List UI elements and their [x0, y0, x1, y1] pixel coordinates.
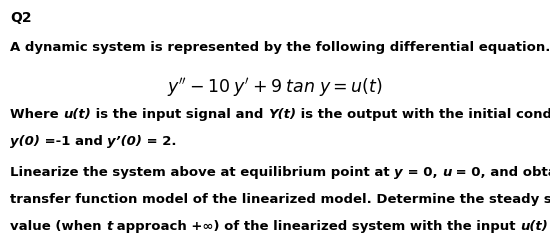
Text: = 0,: = 0,	[403, 166, 442, 179]
Text: = 0, and obtain the: = 0, and obtain the	[452, 166, 550, 179]
Text: u(t): u(t)	[63, 107, 91, 120]
Text: t: t	[106, 220, 112, 233]
Text: value (when: value (when	[10, 220, 106, 233]
Text: Q2: Q2	[10, 11, 31, 25]
Text: A dynamic system is represented by the following differential equation.: A dynamic system is represented by the f…	[10, 41, 550, 54]
Text: is the input signal and: is the input signal and	[91, 107, 268, 120]
Text: y: y	[394, 166, 403, 179]
Text: $\mathit{y}'' - 10\;\mathit{y}' + 9\;\mathit{tan}\;\mathit{y} = \mathit{u}(\math: $\mathit{y}'' - 10\;\mathit{y}' + 9\;\ma…	[167, 76, 383, 99]
Text: approach +∞) of the linearized system with the input: approach +∞) of the linearized system wi…	[112, 220, 520, 233]
Text: Where: Where	[10, 107, 63, 120]
Text: y(0): y(0)	[10, 134, 40, 147]
Text: is the output with the initial conditions: is the output with the initial condition…	[296, 107, 550, 120]
Text: u(t): u(t)	[520, 220, 548, 233]
Text: y’(0): y’(0)	[107, 134, 142, 147]
Text: u: u	[442, 166, 452, 179]
Text: transfer function model of the linearized model. Determine the steady state: transfer function model of the linearize…	[10, 193, 550, 206]
Text: Y(t): Y(t)	[268, 107, 296, 120]
Text: =-1 and: =-1 and	[40, 134, 107, 147]
Text: = 2.: = 2.	[142, 134, 177, 147]
Text: = 5t,: = 5t,	[548, 220, 550, 233]
Text: Linearize the system above at equilibrium point at: Linearize the system above at equilibriu…	[10, 166, 394, 179]
